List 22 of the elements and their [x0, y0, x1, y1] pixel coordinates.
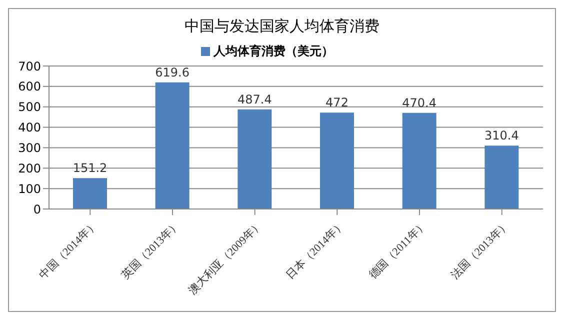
data-label: 310.4 — [484, 128, 519, 143]
chart-title: 中国与发达国家人均体育消费 — [184, 17, 380, 37]
bar — [73, 178, 107, 209]
legend-label: 人均体育消费（美元） — [214, 44, 334, 58]
y-tick-label: 600 — [18, 80, 41, 94]
data-label: 487.4 — [237, 92, 272, 106]
y-tick-label: 200 — [18, 161, 41, 176]
data-label: 619.6 — [155, 65, 190, 80]
y-tick-label: 400 — [18, 120, 41, 135]
y-tick-label: 0 — [33, 202, 41, 216]
y-tick-label: 300 — [18, 140, 41, 155]
bar — [238, 109, 272, 209]
bar — [402, 112, 436, 209]
y-tick-label: 700 — [18, 59, 41, 74]
y-tick-label: 500 — [18, 100, 41, 114]
bar — [320, 112, 354, 209]
data-label: 472 — [326, 96, 348, 110]
y-tick-label: 100 — [18, 182, 41, 196]
data-label: 470.4 — [402, 96, 437, 110]
x-tick-label: 德国（2011年） — [366, 218, 430, 282]
bar — [484, 146, 519, 209]
bar — [155, 82, 190, 209]
